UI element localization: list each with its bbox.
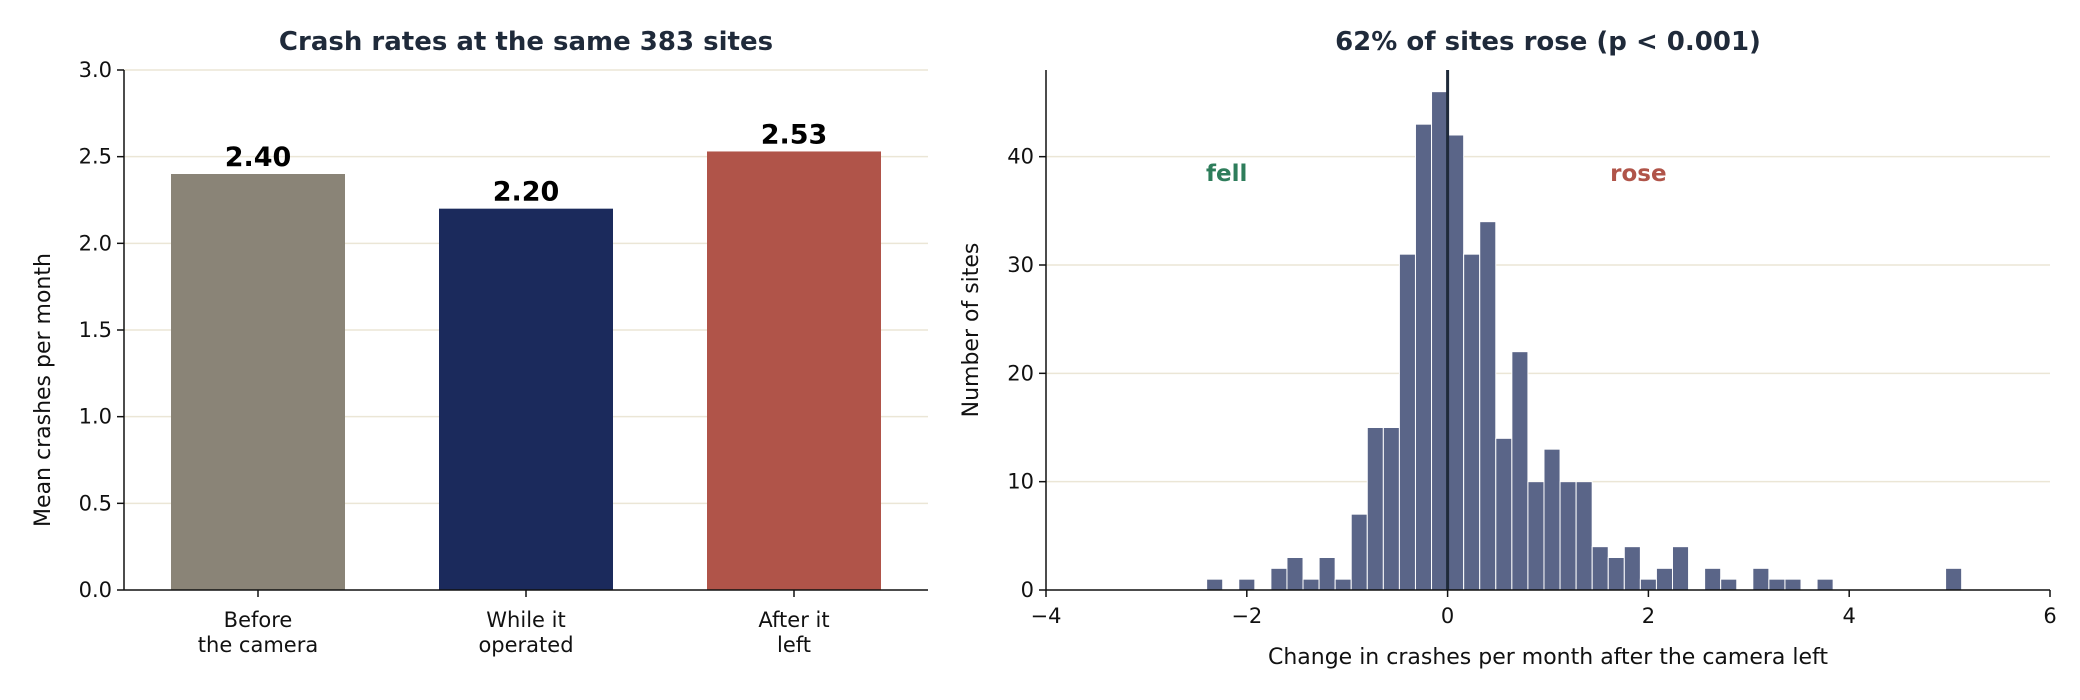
histogram-bar [1302,578,1320,591]
bar-value-label: 2.20 [493,177,560,208]
histogram-bar [1575,481,1593,591]
histogram-bar [1671,546,1690,591]
y-tick-label: 40 [1007,145,1034,169]
x-tick-label: Before the camera [198,608,318,657]
histogram-bar [1945,567,1963,591]
histogram-bar [1447,134,1465,591]
annotations: fell rose [1206,161,1667,187]
y-tick-labels: 0.0 0.5 1.0 1.5 2.0 2.5 3.0 [79,58,112,602]
histogram-bar [1350,513,1368,591]
annotation-fell: fell [1206,161,1247,187]
histogram-bar [1334,578,1352,591]
histogram-bar [1270,567,1288,591]
x-tick-label: 4 [1843,604,1856,628]
histogram-bar [1495,437,1513,591]
y-tick-label: 3.0 [79,58,112,82]
histogram-bar [1543,448,1561,591]
y-tick-label: 30 [1007,253,1034,277]
histogram-bar [1366,427,1384,591]
histogram-panel: 62% of sites rose (p < 0.001) 010203040 … [959,27,2057,670]
y-tick-label: 1.0 [79,405,112,429]
bar-chart-panel: Crash rates at the same 383 sites 2.402.… [31,27,928,657]
y-tick-labels: 0 10 20 30 40 [1007,145,1034,602]
histogram-bar [1816,578,1834,591]
histogram-bar [1639,578,1657,591]
gridlines [1046,155,2050,483]
histogram-bar [1752,567,1770,591]
y-tick-label: 0.5 [79,491,112,515]
x-tick-label: 0 [1441,604,1454,628]
x-tick-label: −4 [1031,604,1062,628]
x-tick-label: While it operated [478,608,573,657]
axes [117,69,928,597]
y-tick-label: 2.0 [79,231,112,255]
y-axis-label: Mean crashes per month [31,253,56,527]
histogram-bar [1623,546,1641,591]
histogram-bars [1206,91,1963,591]
x-axis-label: Change in crashes per month after the ca… [1268,645,1828,670]
histogram-bar [1382,427,1400,591]
bar [171,174,345,590]
histogram-bar [1768,578,1786,591]
y-axis-label: Number of sites [959,243,984,418]
x-tick-labels: Before the camera While it operated After it… [198,608,830,657]
axes [1039,70,2051,597]
bar-value-labels: 2.40 2.20 2.53 [225,119,828,207]
chart-title: Crash rates at the same 383 sites [279,27,773,57]
histogram-bar [1527,481,1545,591]
bar [439,208,613,590]
histogram-bar [1238,578,1256,591]
histogram-bar [1591,546,1609,591]
chart-title: 62% of sites rose (p < 0.001) [1335,27,1761,57]
bar-value-label: 2.53 [761,119,828,150]
y-tick-label: 20 [1007,361,1034,385]
bar-value-label: 2.40 [225,142,292,173]
x-tick-label: After it left [758,608,829,657]
y-tick-label: 0.0 [79,578,112,602]
histogram-bar [1720,578,1738,591]
bar [707,151,881,590]
histogram-bar [1655,567,1673,591]
y-tick-label: 0 [1021,578,1034,602]
histogram-bar [1414,123,1433,591]
histogram-bar [1463,253,1481,591]
histogram-bar [1206,578,1224,591]
y-tick-label: 10 [1007,470,1034,494]
x-tick-label: −2 [1231,604,1262,628]
y-tick-label: 1.5 [79,318,112,342]
x-tick-labels: −4 −2 0 2 4 6 [1031,604,2057,628]
histogram-bar [1479,221,1497,591]
annotation-rose: rose [1610,161,1666,187]
histogram-bar [1431,91,1449,591]
bars [171,151,881,590]
x-tick-label: 6 [2043,604,2056,628]
histogram-bar [1607,557,1625,591]
histogram-bar [1318,557,1336,591]
histogram-bar [1559,481,1577,591]
histogram-bar [1704,567,1722,591]
histogram-bar [1286,557,1304,591]
histogram-bar [1511,351,1529,591]
histogram-bar [1398,253,1416,591]
y-tick-label: 2.5 [79,145,112,169]
histogram-bar [1784,578,1802,591]
x-tick-label: 2 [1642,604,1655,628]
